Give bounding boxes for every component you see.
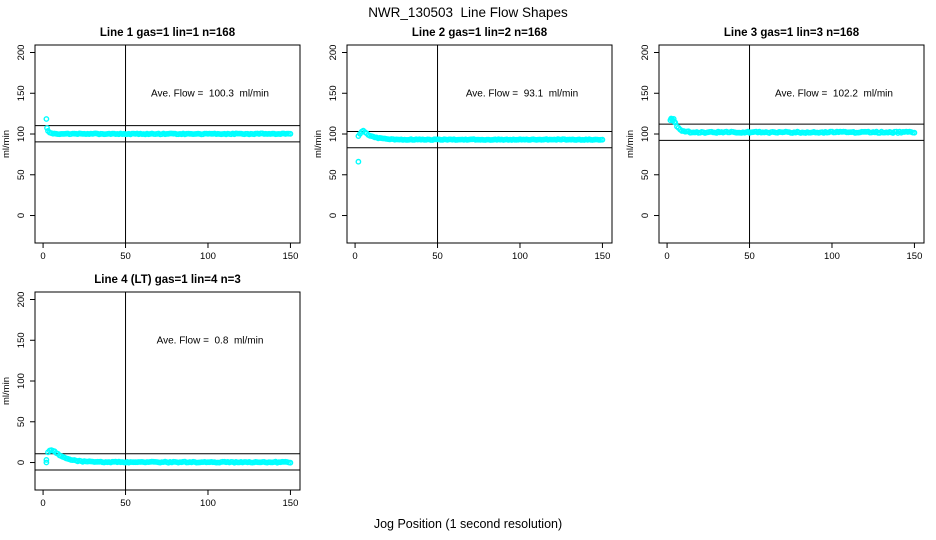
ave-flow-annotation: Ave. Flow = 0.8 ml/min (157, 335, 264, 346)
y-tick-label: 100 (328, 126, 339, 142)
panel-title: Line 3 gas=1 lin=3 n=168 (724, 27, 860, 39)
y-tick-label: 50 (640, 169, 651, 180)
panel-title: Line 1 gas=1 lin=1 n=168 (100, 27, 236, 39)
plot-box (34, 44, 301, 244)
y-tick-label: 50 (16, 416, 27, 427)
y-tick-label: 200 (328, 45, 339, 61)
data-point (287, 130, 294, 137)
y-axis-label: ml/min (1, 377, 12, 405)
plot-box (658, 44, 925, 244)
data-point (911, 129, 918, 136)
figure-title: NWR_130503 Line Flow Shapes (368, 5, 568, 20)
panel-4: Line 4 (LT) gas=1 lin=4 n=3 0 50 100 150 0 50 1… (1, 274, 301, 509)
y-tick-label: 100 (16, 126, 27, 142)
panel-title: Line 4 (LT) gas=1 lin=4 n=3 (94, 274, 240, 286)
y-axis-label: ml/min (313, 130, 324, 158)
panel-title: Line 2 gas=1 lin=2 n=168 (412, 27, 548, 39)
data-point (355, 158, 362, 165)
x-tick-label: 150 (283, 251, 299, 262)
panel-3: Line 3 gas=1 lin=3 n=168 0 50 100 150 0 50 100 1… (625, 27, 925, 262)
y-tick-label: 150 (16, 332, 27, 348)
panels: Line 1 gas=1 lin=1 n=168 0 50 100 150 0 50 100 1… (1, 27, 925, 509)
y-tick-label: 150 (328, 85, 339, 101)
y-tick-label: 200 (640, 45, 651, 61)
y-tick-label: 100 (640, 126, 651, 142)
x-tick-label: 0 (40, 498, 45, 509)
data-point (43, 456, 50, 463)
plot-box (346, 44, 613, 244)
x-tick-label: 50 (120, 498, 131, 509)
ave-flow-annotation: Ave. Flow = 93.1 ml/min (466, 88, 578, 99)
y-axis-label: ml/min (1, 130, 12, 158)
panel-2: Line 2 gas=1 lin=2 n=168 0 50 100 150 0 50 100 1… (313, 27, 613, 262)
x-tick-label: 100 (512, 251, 528, 262)
y-tick-label: 0 (640, 213, 651, 218)
data-points (43, 447, 294, 466)
data-points (355, 127, 606, 165)
ave-flow-annotation: Ave. Flow = 102.2 ml/min (775, 88, 893, 99)
x-tick-label: 100 (824, 251, 840, 262)
x-tick-label: 0 (352, 251, 357, 262)
y-axis-label: ml/min (625, 130, 636, 158)
x-tick-label: 0 (40, 251, 45, 262)
x-tick-label: 50 (744, 251, 755, 262)
x-tick-label: 50 (432, 251, 443, 262)
y-tick-label: 50 (328, 169, 339, 180)
x-tick-label: 150 (595, 251, 611, 262)
ave-flow-annotation: Ave. Flow = 100.3 ml/min (151, 88, 269, 99)
y-tick-label: 50 (16, 169, 27, 180)
data-point (43, 116, 50, 122)
x-tick-label: 50 (120, 251, 131, 262)
data-points (667, 115, 918, 136)
panel-1: Line 1 gas=1 lin=1 n=168 0 50 100 150 0 50 100 1… (1, 27, 301, 262)
plot-box (34, 291, 301, 491)
y-tick-label: 100 (16, 373, 27, 389)
data-point (287, 459, 294, 466)
x-tick-label: 100 (200, 498, 216, 509)
x-tick-label: 150 (283, 498, 299, 509)
y-tick-label: 200 (16, 292, 27, 308)
y-tick-label: 0 (16, 460, 27, 465)
data-points (43, 116, 294, 138)
data-point (599, 136, 606, 143)
data-point (44, 125, 50, 131)
y-tick-label: 150 (640, 85, 651, 101)
x-tick-label: 100 (200, 251, 216, 262)
y-tick-label: 150 (16, 85, 27, 101)
x-axis-label: Jog Position (1 second resolution) (374, 517, 562, 531)
x-tick-label: 150 (907, 251, 923, 262)
y-tick-label: 0 (328, 213, 339, 218)
y-tick-label: 0 (16, 213, 27, 218)
x-tick-label: 0 (664, 251, 669, 262)
data-point (43, 459, 50, 466)
y-tick-label: 200 (16, 45, 27, 61)
